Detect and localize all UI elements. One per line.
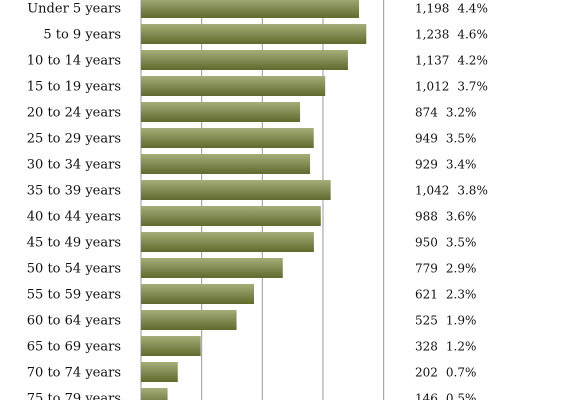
bar xyxy=(141,362,178,382)
bar xyxy=(141,232,314,252)
bar xyxy=(141,206,321,226)
percent-label: 3.6% xyxy=(446,210,477,224)
value-label: 328 xyxy=(415,340,438,354)
value-label: 874 xyxy=(415,106,438,120)
bar xyxy=(141,154,311,174)
percent-label: 1.2% xyxy=(446,340,477,354)
category-label: 70 to 74 years xyxy=(27,366,121,381)
bar xyxy=(141,0,360,18)
category-label: 15 to 19 years xyxy=(27,80,121,95)
percent-label: 0.7% xyxy=(446,366,477,380)
percent-label: 3.7% xyxy=(457,80,488,94)
percent-label: 4.6% xyxy=(457,28,488,42)
percent-label: 0.5% xyxy=(446,392,477,400)
category-label: 50 to 54 years xyxy=(27,262,121,277)
percent-label: 1.9% xyxy=(446,314,477,328)
bar xyxy=(141,310,237,330)
value-label: 950 xyxy=(415,236,438,250)
bar xyxy=(141,102,301,122)
value-label: 146 xyxy=(415,392,438,400)
percent-label: 3.8% xyxy=(457,184,488,198)
category-label: 10 to 14 years xyxy=(27,54,121,69)
value-labels: 1,198 4.4% 1,238 4.6% 1,137 4.2% 1,012 3.7% 874 3… xyxy=(415,2,488,400)
category-label: 5 to 9 years xyxy=(43,28,121,43)
category-label: Under 5 years xyxy=(27,2,121,17)
percent-label: 4.4% xyxy=(457,2,488,16)
value-label: 1,042 xyxy=(415,184,449,198)
category-label: 35 to 39 years xyxy=(27,184,121,199)
category-labels: Under 5 years 5 to 9 years 10 to 14 years 1… xyxy=(27,2,121,400)
category-label: 55 to 59 years xyxy=(27,288,121,303)
percent-label: 3.5% xyxy=(446,236,477,250)
value-label: 949 xyxy=(415,132,438,146)
category-label: 65 to 69 years xyxy=(27,340,121,355)
value-label: 929 xyxy=(415,158,438,172)
percent-label: 2.9% xyxy=(446,262,477,276)
percent-label: 3.5% xyxy=(446,132,477,146)
bar xyxy=(141,388,168,400)
category-label: 40 to 44 years xyxy=(27,210,121,225)
category-label: 25 to 29 years xyxy=(27,132,121,147)
value-label: 1,137 xyxy=(415,54,449,68)
value-label: 1,198 xyxy=(415,2,449,16)
value-label: 1,012 xyxy=(415,80,449,94)
bar xyxy=(141,128,314,148)
percent-label: 3.2% xyxy=(446,106,477,120)
bar xyxy=(141,50,348,70)
bar xyxy=(141,284,255,304)
bar xyxy=(141,336,201,356)
percent-label: 2.3% xyxy=(446,288,477,302)
value-label: 988 xyxy=(415,210,438,224)
category-label: 60 to 64 years xyxy=(27,314,121,329)
value-label: 525 xyxy=(415,314,438,328)
percent-label: 3.4% xyxy=(446,158,477,172)
bar xyxy=(141,258,283,278)
bars xyxy=(141,0,367,400)
percent-label: 4.2% xyxy=(457,54,488,68)
value-label: 1,238 xyxy=(415,28,449,42)
value-label: 621 xyxy=(415,288,438,302)
category-label: 20 to 24 years xyxy=(27,106,121,121)
value-label: 779 xyxy=(415,262,438,276)
category-label: 30 to 34 years xyxy=(27,158,121,173)
value-label: 202 xyxy=(415,366,438,380)
category-label: 45 to 49 years xyxy=(27,236,121,251)
category-label: 75 to 79 years xyxy=(27,392,121,400)
bar xyxy=(141,180,331,200)
bar xyxy=(141,24,367,44)
bar xyxy=(141,76,326,96)
